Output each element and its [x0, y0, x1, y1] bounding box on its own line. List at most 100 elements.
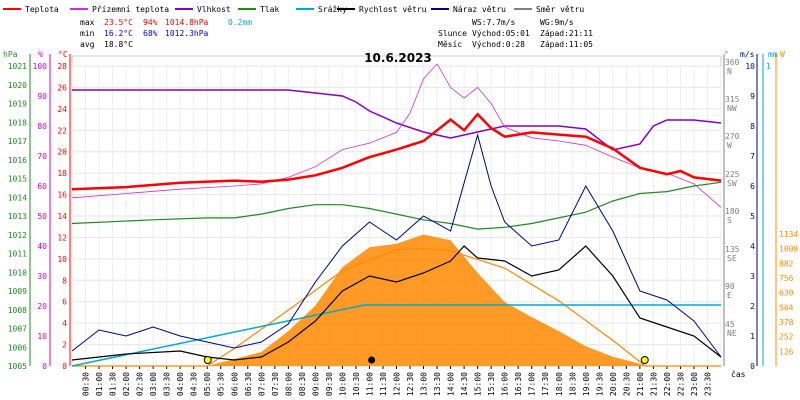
tick-time: 15:30 [487, 372, 496, 396]
sunrise-marker [203, 356, 212, 364]
tick-deg: 135 [725, 245, 740, 254]
legend-label: Vlhkost [197, 5, 231, 14]
tick-hpa: 1019 [8, 100, 27, 109]
moonset-marker [368, 356, 376, 364]
legend-label: Náraz větru [453, 5, 506, 14]
data-marks [71, 63, 722, 367]
ground-temp-line [71, 63, 722, 208]
tick-time: 15:00 [474, 372, 483, 396]
tick-time: 20:30 [622, 372, 631, 396]
tick-time: 09:00 [311, 372, 320, 396]
stat-max-rain: 0.2mm [228, 18, 252, 27]
tick-hpa: 1012 [8, 231, 27, 240]
axis-unit-ms: m/s [740, 50, 755, 59]
tick-pct: 40 [37, 242, 47, 251]
tick-deg: 225 [725, 170, 740, 179]
stat-avg-temp: 18.8°C [104, 40, 133, 49]
tick-mm: 1 [766, 62, 771, 71]
tick-pct: 90 [37, 92, 47, 101]
moon-label: Měsíc [438, 40, 462, 49]
pressure-line [71, 181, 722, 230]
tick-time: 03:00 [149, 372, 158, 396]
tick-pct: 60 [37, 182, 47, 191]
stat-max-temp: 23.5°C [104, 18, 133, 27]
tick-time: 14:00 [447, 372, 456, 396]
legend-label: Přízemní teplota [92, 5, 169, 14]
tick-time: 22:30 [676, 372, 685, 396]
tick-pct: 0 [42, 362, 47, 371]
tick-time: 07:00 [257, 372, 266, 396]
tick-time: 08:00 [284, 372, 293, 396]
stats-block: max 23.5°C 94% 1014.8hPa 0.2mm min 16.2°… [80, 18, 252, 49]
rain-line [71, 304, 721, 367]
tick-time: 08:30 [298, 372, 307, 396]
tick-wm2: 630 [779, 289, 794, 298]
tick-temp: 18 [57, 169, 67, 178]
tick-pct: 20 [37, 302, 47, 311]
tick-wm2: 378 [779, 318, 794, 327]
tick-time: 10:00 [338, 372, 347, 396]
tick-pct: 80 [37, 122, 47, 131]
stat-max-press: 1014.8hPa [165, 18, 209, 27]
stat-min-temp: 16.2°C [104, 29, 133, 38]
tick-ms: 6 [750, 182, 755, 191]
chart-legend: Teplota Přízemní teplota Vlhkost Tlak Srážky… [3, 5, 584, 14]
wind-ws: WS:7.7m/s [472, 18, 516, 27]
tick-ms: 7 [750, 152, 755, 161]
axis-unit-wm2: W [780, 50, 785, 59]
tick-ms: 9 [750, 92, 755, 101]
tick-temp: 2 [62, 341, 67, 350]
tick-time: 02:30 [136, 372, 145, 396]
tick-time: 09:30 [325, 372, 334, 396]
tick-deg: 360 [725, 58, 740, 67]
tick-deg: 45 [725, 320, 735, 329]
stat-max-label: max [80, 18, 95, 27]
tick-time: 06:00 [230, 372, 239, 396]
tick-hpa: 1020 [8, 81, 27, 90]
tick-time: 06:30 [244, 372, 253, 396]
tick-ms: 0 [750, 362, 755, 371]
tick-time: 07:30 [271, 372, 280, 396]
sunset-marker [640, 356, 649, 364]
tick-ms: 10 [745, 62, 755, 71]
axis-unit-deg: ° [724, 50, 729, 59]
tick-wm2: 1134 [779, 230, 798, 239]
tick-ms: 4 [750, 242, 755, 251]
chart-title: 10.6.2023 [364, 51, 432, 65]
legend-label: Teplota [25, 5, 59, 14]
tick-temp: 28 [57, 62, 67, 71]
tick-temp: 8 [62, 276, 67, 285]
temperature-line [71, 112, 722, 191]
legend-label: Tlak [260, 5, 279, 14]
tick-time: 22:00 [663, 372, 672, 396]
tick-time: 00:30 [82, 372, 91, 396]
tick-dir: N [727, 67, 732, 76]
sun-rise: Východ:05:01 [472, 29, 530, 38]
axis-unit-mm: mm [768, 50, 778, 59]
axis-unit-temp: °C [58, 50, 68, 59]
tick-hpa: 1013 [8, 212, 27, 221]
tick-temp: 10 [57, 255, 67, 264]
tick-time: 23:30 [703, 372, 712, 396]
tick-hpa: 1017 [8, 137, 27, 146]
legend-label: Směr větru [536, 5, 584, 14]
tick-time: 05:30 [217, 372, 226, 396]
tick-time: 23:00 [690, 372, 699, 396]
tick-deg: 90 [725, 282, 735, 291]
legend-label: Srážky [318, 5, 347, 14]
tick-time: 18:00 [555, 372, 564, 396]
tick-dir: NE [727, 329, 737, 338]
tick-wm2: 252 [779, 333, 794, 342]
sun-set: Západ:21:11 [540, 29, 593, 38]
moon-set: Západ:11:05 [540, 40, 593, 49]
tick-time: 11:30 [379, 372, 388, 396]
tick-hpa: 1018 [8, 118, 27, 127]
tick-hpa: 1021 [8, 62, 27, 71]
tick-temp: 6 [62, 298, 67, 307]
tick-ms: 3 [750, 272, 755, 281]
tick-temp: 26 [57, 83, 67, 92]
tick-hpa: 1009 [8, 287, 27, 296]
tick-temp: 20 [57, 148, 67, 157]
tick-time: 14:30 [460, 372, 469, 396]
tick-deg: 270 [725, 132, 740, 141]
